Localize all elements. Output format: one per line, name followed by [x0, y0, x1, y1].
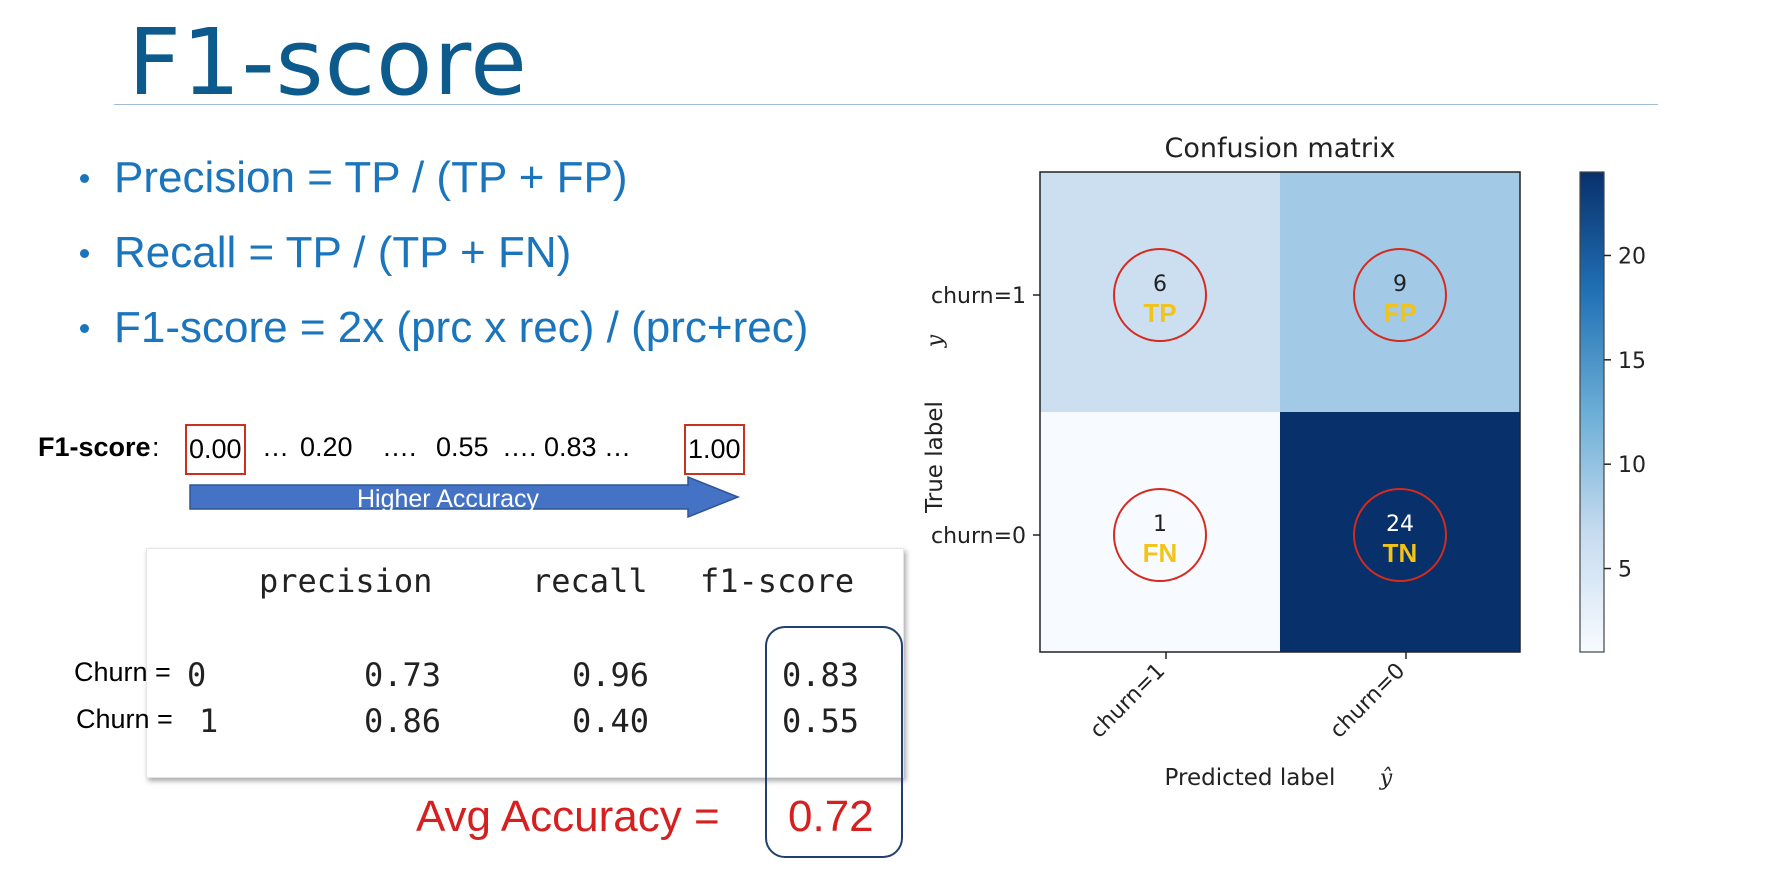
x-tick-label: churn=1: [1085, 659, 1170, 744]
y-tick-label: churn=0: [931, 524, 1026, 549]
colorbar-tick-label: 10: [1618, 453, 1646, 478]
highlight-circle: [1353, 488, 1447, 582]
f1-highlight-box: [765, 626, 903, 858]
row-label: Churn =: [74, 657, 171, 687]
header-f1-score: f1-score: [700, 562, 855, 600]
highlight-circle: [1113, 248, 1207, 342]
cell-f1: 0.83: [782, 656, 860, 694]
row-class: 1: [199, 702, 219, 740]
cell-value-label: 9: [1393, 272, 1407, 297]
header-recall: recall: [532, 562, 648, 600]
colorbar: [1579, 171, 1605, 653]
cell-f1: 0.55: [782, 702, 860, 740]
x-axis-label: Predicted label: [1165, 765, 1336, 791]
classification-report: [146, 548, 904, 778]
recall-formula: Recall = TP / (TP + FN): [80, 225, 808, 300]
scale-colon: :: [152, 432, 160, 462]
y-tick-label: churn=1: [931, 284, 1026, 309]
colorbar-tick-label: 5: [1618, 558, 1632, 583]
cell-quadrant-label: TP: [1143, 298, 1176, 328]
arrow-right-icon: [189, 476, 741, 518]
formula-list: Precision = TP / (TP + FP) Recall = TP /…: [80, 150, 808, 375]
row-label: Churn =: [76, 704, 173, 734]
matrix-cell: [1040, 172, 1280, 412]
highlight-circle: [1113, 488, 1207, 582]
cell-value-label: 1: [1153, 512, 1167, 537]
cell-quadrant-label: TN: [1383, 538, 1418, 568]
bullet-dot-icon: [80, 174, 89, 183]
bullet-dot-icon: [80, 249, 89, 258]
scale-ellipsis: ….: [382, 432, 417, 462]
scale-label: F1-score: [38, 432, 151, 462]
scale-max-value: 1.00: [684, 424, 745, 475]
bullet-dot-icon: [80, 324, 89, 333]
x-axis-symbol: ŷ: [1379, 766, 1393, 791]
cell-precision: 0.86: [364, 702, 442, 740]
scale-value: 0.55: [436, 432, 489, 462]
colorbar-tick-label: 15: [1618, 349, 1646, 374]
cell-recall: 0.40: [572, 702, 650, 740]
f1-formula-text: F1-score = 2x (prc x rec) / (prc+rec): [114, 303, 809, 352]
scale-ellipsis: …: [262, 432, 289, 462]
cell-precision: 0.73: [364, 656, 442, 694]
chart-title: Confusion matrix: [1165, 133, 1396, 164]
precision-formula-text: Precision = TP / (TP + FP): [114, 153, 628, 202]
matrix-cell: [1040, 412, 1280, 652]
y-axis-label: True label: [922, 401, 948, 514]
matrix-cell: [1280, 412, 1520, 652]
higher-accuracy-arrow: Higher Accuracy: [188, 476, 742, 518]
scale-value: …. 0.83 …: [502, 432, 632, 462]
f1-formula: F1-score = 2x (prc x rec) / (prc+rec): [80, 300, 808, 375]
highlight-circle: [1353, 248, 1447, 342]
y-axis-symbol: y: [923, 334, 948, 348]
cell-recall: 0.96: [572, 656, 650, 694]
arrow-label: Higher Accuracy: [356, 485, 540, 513]
scale-min-value: 0.00: [185, 424, 246, 475]
header-precision: precision: [259, 562, 433, 600]
slide-title: F1-score: [128, 9, 528, 116]
row-class: 0: [187, 656, 207, 694]
scale-value: 0.20: [300, 432, 353, 462]
recall-formula-text: Recall = TP / (TP + FN): [114, 228, 572, 277]
x-tick-label: churn=0: [1325, 659, 1410, 744]
avg-accuracy-label: Avg Accuracy =: [416, 792, 720, 841]
title-divider: [114, 104, 1658, 105]
cell-quadrant-label: FP: [1383, 298, 1416, 328]
matrix-cell: [1280, 172, 1520, 412]
precision-formula: Precision = TP / (TP + FP): [80, 150, 808, 225]
cell-value-label: 24: [1386, 512, 1414, 537]
cell-value-label: 6: [1153, 272, 1167, 297]
avg-accuracy-value: 0.72: [788, 792, 874, 841]
cell-quadrant-label: FN: [1143, 538, 1178, 568]
matrix-frame: [1039, 171, 1521, 653]
colorbar-tick-label: 20: [1618, 244, 1646, 269]
